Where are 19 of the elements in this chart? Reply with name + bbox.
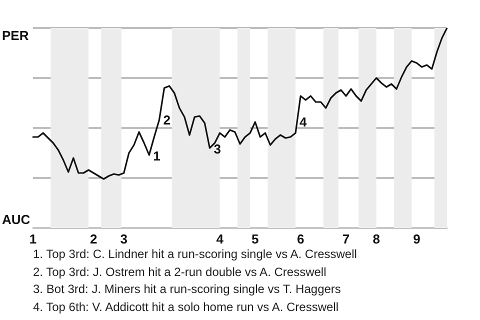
x-tick-label: 7 bbox=[342, 231, 350, 246]
x-tick-label: 5 bbox=[252, 231, 259, 246]
x-tick-label: 6 bbox=[296, 231, 304, 246]
x-tick-label: 4 bbox=[216, 231, 224, 246]
x-tick-label: 3 bbox=[120, 231, 128, 246]
text: 1. Top 3rd: C. Lindner hit a run-scoring single vs A. Cresswell bbox=[33, 246, 357, 263]
annotation: 4 bbox=[300, 114, 308, 130]
text: 2. Top 3rd: J. Ostrem hit a 2-run double vs A. Cresswell bbox=[33, 264, 328, 280]
x-tick-label: 2 bbox=[90, 231, 98, 246]
text: 4. Top 6th: V. Addicott hit a solo home run vs A. Cresswell bbox=[33, 298, 340, 316]
text: PER bbox=[2, 28, 30, 44]
text: 3. Bot 3rd: J. Miners hit a run-scoring single vs T. Haggers bbox=[33, 281, 342, 298]
x-tick-label: 9 bbox=[413, 231, 420, 246]
annotation: 3 bbox=[214, 142, 221, 157]
x-tick-label: 8 bbox=[372, 231, 380, 246]
annotation: 2 bbox=[163, 112, 170, 128]
text: AUC bbox=[2, 212, 31, 228]
x-tick-label: 1 bbox=[29, 231, 37, 246]
annotation: 1 bbox=[153, 148, 160, 164]
